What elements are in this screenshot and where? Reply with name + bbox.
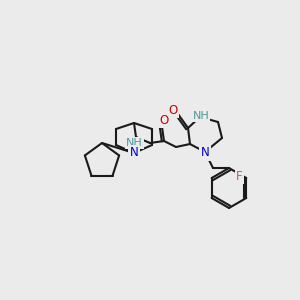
- Text: O: O: [159, 113, 169, 127]
- Text: NH: NH: [126, 138, 143, 148]
- Text: O: O: [168, 103, 178, 116]
- Text: NH: NH: [193, 111, 209, 121]
- Text: N: N: [130, 146, 138, 160]
- Text: F: F: [236, 169, 243, 182]
- Text: N: N: [201, 146, 209, 160]
